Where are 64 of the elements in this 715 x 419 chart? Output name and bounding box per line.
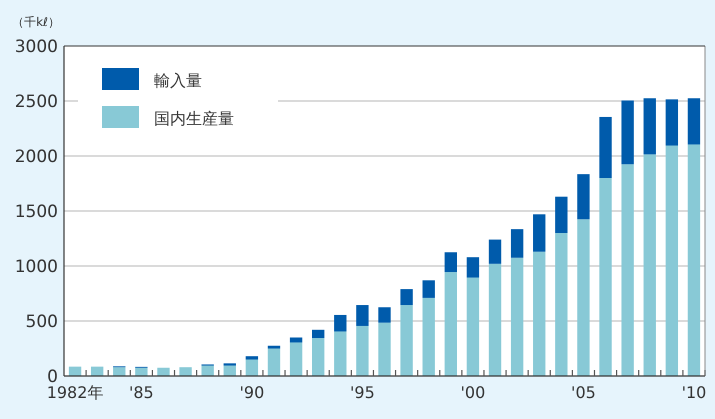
bar xyxy=(577,219,590,376)
bar xyxy=(312,338,324,376)
bar xyxy=(444,252,457,272)
x-tick-label: '10 xyxy=(682,383,706,402)
bar xyxy=(422,298,435,376)
x-tick-label: '00 xyxy=(460,383,486,402)
bar xyxy=(599,178,612,376)
bar xyxy=(666,146,678,376)
bar xyxy=(312,330,324,338)
bar xyxy=(688,144,700,376)
bar xyxy=(510,229,524,258)
bar xyxy=(290,338,302,342)
bar xyxy=(356,326,369,376)
bar xyxy=(577,174,590,220)
bar xyxy=(290,342,302,376)
y-axis-title: （千kℓ） xyxy=(12,15,60,29)
y-tick-label: 3000 xyxy=(14,37,58,57)
bar xyxy=(644,154,656,376)
bar xyxy=(599,116,612,178)
bar xyxy=(688,98,700,144)
legend-label: 輸入量 xyxy=(154,71,202,90)
bar xyxy=(666,99,678,146)
bar xyxy=(268,348,280,376)
bar xyxy=(466,278,480,376)
y-tick-label: 2000 xyxy=(14,147,58,167)
legend-label: 国内生産量 xyxy=(154,109,234,128)
bar xyxy=(113,367,126,376)
bar xyxy=(135,368,148,376)
bar xyxy=(378,307,391,323)
bar xyxy=(488,240,502,264)
bar xyxy=(510,258,524,376)
bar xyxy=(334,314,346,332)
y-tick-label: 500 xyxy=(26,312,58,332)
bar xyxy=(555,233,568,376)
bar xyxy=(466,257,480,278)
bar xyxy=(68,366,82,376)
y-tick-label: 1500 xyxy=(14,202,58,222)
bar xyxy=(533,252,546,376)
bar xyxy=(201,366,214,376)
bar xyxy=(334,331,346,376)
bar xyxy=(224,363,236,366)
bar xyxy=(422,280,435,298)
y-tick-label: 1000 xyxy=(14,257,58,277)
bar xyxy=(621,100,634,164)
x-tick-label: '05 xyxy=(571,383,596,402)
bar xyxy=(621,164,634,376)
bar xyxy=(533,214,546,252)
bar xyxy=(400,305,413,376)
bar xyxy=(246,356,258,360)
bar xyxy=(488,264,502,376)
bar xyxy=(224,366,236,376)
bar xyxy=(444,272,457,376)
bar xyxy=(378,322,391,376)
x-tick-label: '85 xyxy=(128,383,154,402)
y-tick-label: 2500 xyxy=(14,92,58,112)
x-tick-label: '90 xyxy=(239,383,264,402)
bar xyxy=(555,196,568,233)
bar xyxy=(179,367,192,376)
bar xyxy=(246,360,258,376)
x-tick-label: '95 xyxy=(350,383,375,402)
bar xyxy=(356,305,369,326)
bar xyxy=(644,98,656,154)
bar xyxy=(400,289,413,306)
bar xyxy=(90,366,104,376)
